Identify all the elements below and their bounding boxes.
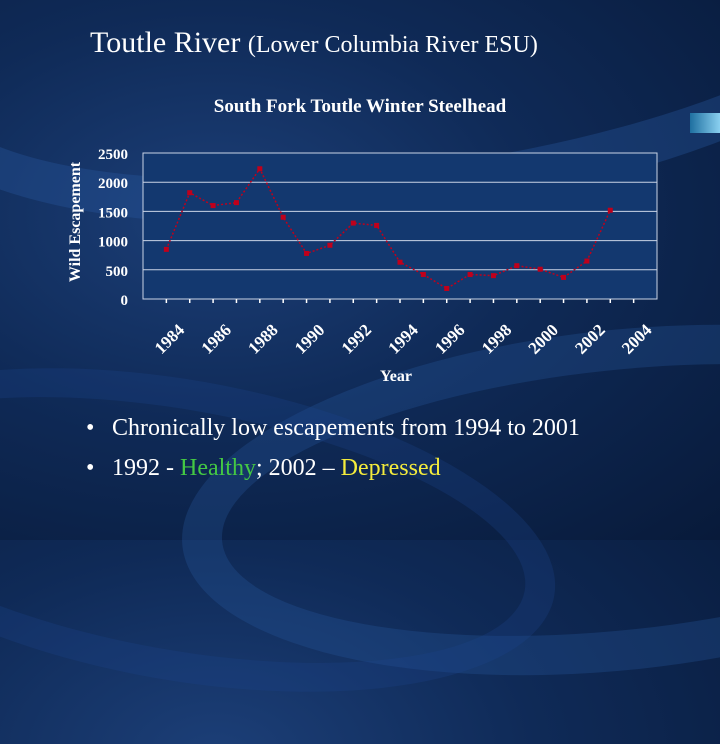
x-tick-label: 1996 <box>431 320 468 357</box>
x-tick-label: 1992 <box>338 320 375 357</box>
x-tick-label: 1994 <box>384 320 422 358</box>
bullet-text: Chronically low escapements from 1994 to… <box>112 415 580 441</box>
y-tick-label: 1000 <box>98 235 128 251</box>
slide-title-sub: (Lower Columbia River ESU) <box>247 32 538 58</box>
data-point <box>607 207 613 213</box>
data-point <box>537 266 543 272</box>
data-point <box>490 273 496 279</box>
data-point <box>233 200 239 206</box>
data-point <box>561 274 567 280</box>
bullet-text: 1992 - <box>112 455 180 481</box>
x-tick-label: 1998 <box>478 320 515 357</box>
data-point <box>374 222 380 228</box>
x-tick-label: 2004 <box>618 320 656 358</box>
healthy-status-text: Healthy <box>180 455 256 481</box>
x-tick-label: 1988 <box>244 320 281 357</box>
x-tick-label: 2002 <box>571 320 608 357</box>
data-point <box>514 263 520 269</box>
y-tick-label: 2000 <box>98 176 128 192</box>
bullet-icon: • <box>86 455 95 481</box>
bullet-item: • 1992 - Healthy; 2002 – Depressed <box>86 448 580 488</box>
data-point <box>444 285 450 291</box>
decorative-side-tab <box>690 113 720 133</box>
x-axis-label: Year <box>380 368 412 385</box>
data-point <box>584 258 590 264</box>
bullet-text: ; 2002 – <box>255 455 341 481</box>
data-point <box>163 246 169 252</box>
x-tick-label: 1986 <box>197 320 234 357</box>
slide-title-main: Toutle River <box>90 26 241 59</box>
chart-title: South Fork Toutle Winter Steelhead <box>213 96 507 117</box>
plot-area <box>142 152 658 300</box>
x-tick-label: 1990 <box>291 320 328 357</box>
data-point <box>420 271 426 277</box>
bullet-icon: • <box>86 415 95 441</box>
data-point <box>257 166 263 172</box>
y-tick-label: 500 <box>106 264 129 280</box>
depressed-status-text: Depressed <box>340 455 441 481</box>
data-point <box>187 190 193 196</box>
y-tick-label: 2500 <box>98 147 128 163</box>
y-tick-label: 0 <box>121 293 129 309</box>
data-point <box>397 259 403 265</box>
data-point <box>467 271 473 277</box>
data-point <box>280 214 286 220</box>
slide-title: Toutle River (Lower Columbia River ESU) <box>90 26 538 60</box>
x-tick-label: 1984 <box>151 320 189 358</box>
x-tick-label: 2000 <box>525 320 562 357</box>
data-point <box>350 220 356 226</box>
data-point <box>210 203 216 209</box>
bullet-list: • Chronically low escapements from 1994 t… <box>86 408 580 488</box>
y-tick-label: 1500 <box>98 205 128 221</box>
line-chart: 0 500 1000 1500 2000 2500 1984 1986 1988 1990 1992… <box>67 147 658 385</box>
y-axis-label: Wild Escapement <box>67 161 84 282</box>
data-point <box>304 250 310 256</box>
bullet-item: • Chronically low escapements from 1994 t… <box>86 408 580 448</box>
data-point <box>327 242 333 248</box>
